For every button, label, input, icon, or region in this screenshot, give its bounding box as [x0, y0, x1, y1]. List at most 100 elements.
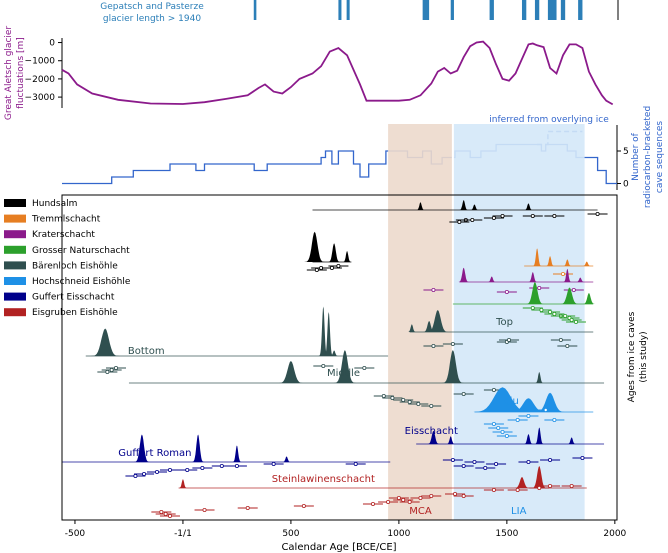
- sequence-peak-11-1: [513, 477, 531, 488]
- sequence-peak-11-2: [531, 466, 548, 488]
- glacier-length-panel: Gepatsch and Pasterze glacier length > 1…: [100, 0, 619, 24]
- sequence-guffert-roman: Guffert Roman: [62, 434, 391, 478]
- legend-label-7: Eisgruben Eishöhle: [32, 308, 118, 318]
- age-point-11-18: [548, 483, 553, 488]
- sequence-label-5: Top: [495, 317, 513, 328]
- age-point-11-8: [396, 495, 401, 500]
- age-point-11-11: [418, 495, 423, 500]
- sequence-peak-3-2: [527, 272, 538, 282]
- sequence-peak-2-3: [582, 261, 592, 266]
- sequence-peak-10-0: [133, 434, 150, 462]
- legend-swatch-5: [4, 277, 26, 285]
- legend-label-4: Bärenloch Eishöhle: [32, 261, 118, 271]
- sequence-steinlawinenschacht: Steinlawinenschacht: [151, 466, 587, 519]
- age-point-5-5: [565, 343, 570, 348]
- age-point-8-6: [543, 407, 548, 412]
- age-point-10-6: [219, 463, 224, 468]
- age-point-9-4: [494, 461, 499, 466]
- age-point-11-1: [163, 512, 168, 517]
- age-point-0-0: [457, 219, 462, 224]
- age-point-11-16: [515, 487, 520, 492]
- sequence-peak-4-0: [525, 282, 545, 304]
- sequence-peak-11-0: [178, 479, 188, 488]
- sequence-peak-1-1: [327, 243, 341, 262]
- age-point-7-5: [429, 403, 434, 408]
- cave-count-ylabel-3: cave sequences: [655, 121, 665, 194]
- x-tick-label-2: 500: [282, 529, 299, 539]
- age-point-8-4: [515, 417, 520, 422]
- sequence-peak-5-1: [422, 321, 436, 332]
- age-point-11-17: [537, 485, 542, 490]
- legend-swatch-4: [4, 261, 26, 270]
- age-point-6-2: [113, 365, 118, 370]
- sequence-peak-7-3: [534, 372, 544, 383]
- age-point-4-7: [569, 317, 574, 322]
- sequence-peak-9-3: [534, 427, 545, 444]
- age-point-0-6: [552, 213, 557, 218]
- age-point-8-7: [552, 417, 557, 422]
- glacier-length-bar-9: [560, 0, 566, 20]
- glacier-length-bar-8: [547, 0, 557, 20]
- x-tick-label-0: -500: [65, 529, 86, 539]
- sequence-peak-0-1: [458, 200, 469, 210]
- sequence-peak-2-2: [562, 259, 572, 266]
- age-point-6-3: [321, 363, 326, 368]
- age-point-10-7: [234, 463, 239, 468]
- glacier-length-bar-4: [450, 0, 454, 20]
- sequence-peak-8-0: [470, 387, 535, 412]
- glacier-length-bar-3: [422, 0, 430, 20]
- sequence-peak-4-2: [582, 293, 596, 304]
- age-point-4-3: [552, 311, 557, 316]
- sequence-label-11: Steinlawinenschacht: [272, 474, 375, 485]
- legend-label-5: Hochschneid Eishöhle: [32, 277, 131, 287]
- ages-ylabel-1: Ages from ice caves: [627, 311, 637, 402]
- legend-swatch-7: [4, 308, 26, 317]
- age-point-10-4: [185, 467, 190, 472]
- x-tick-label-3: 1000: [387, 529, 410, 539]
- age-point-10-0: [133, 473, 138, 478]
- x-axis-label: Calendar Age [BCE/CE]: [281, 542, 396, 553]
- age-point-4-0: [530, 305, 535, 310]
- age-point-7-6: [461, 391, 466, 396]
- sequence-eisschacht: Eisschacht: [405, 426, 605, 470]
- sequence-peak-6-2: [323, 312, 334, 356]
- age-point-8-2: [500, 429, 505, 434]
- aletsch-ylabel-2: fluctuations [m]: [16, 37, 26, 109]
- sequence-peak-0-2: [470, 204, 479, 210]
- age-point-7-0: [381, 393, 386, 398]
- period-band-lia: [452, 124, 585, 520]
- age-point-9-2: [472, 459, 477, 464]
- period-band-mca: [388, 124, 453, 520]
- aletsch-ylabel-1: Great Aletsch glacier: [4, 26, 14, 121]
- glacier-length-title-1: Gepatsch and Pasterze: [100, 2, 204, 12]
- sequence-peak-9-0: [427, 430, 440, 444]
- age-point-1-0: [314, 267, 319, 272]
- sequence-label-8: Iglu: [500, 396, 518, 407]
- age-point-7-4: [416, 401, 421, 406]
- age-point-3-3: [571, 287, 576, 292]
- age-point-9-5: [526, 459, 531, 464]
- legend-swatch-1: [4, 214, 26, 223]
- age-point-8-0: [491, 421, 496, 426]
- age-point-11-12: [429, 493, 434, 498]
- age-point-7-7: [491, 387, 496, 392]
- age-point-9-7: [580, 455, 585, 460]
- sequence-peak-6-1: [318, 306, 329, 356]
- legend-swatch-6: [4, 292, 26, 301]
- age-point-11-9: [401, 497, 406, 502]
- glacier-length-bar-2: [346, 0, 350, 20]
- sequence-peak-9-1: [446, 436, 456, 444]
- age-point-11-13: [453, 491, 458, 496]
- sequence-peak-9-4: [567, 437, 577, 444]
- sequence-tremmlschacht: [524, 248, 594, 276]
- age-point-10-3: [167, 467, 172, 472]
- legend-swatch-3: [4, 245, 26, 254]
- age-point-5-1: [450, 341, 455, 346]
- age-point-7-1: [390, 395, 395, 400]
- age-point-3-1: [504, 289, 509, 294]
- sequence-peak-10-3: [282, 456, 292, 462]
- aletsch-ytick-label-0: 0: [49, 39, 55, 49]
- sequence-peak-10-2: [232, 445, 242, 462]
- sequence-peak-0-3: [524, 203, 533, 210]
